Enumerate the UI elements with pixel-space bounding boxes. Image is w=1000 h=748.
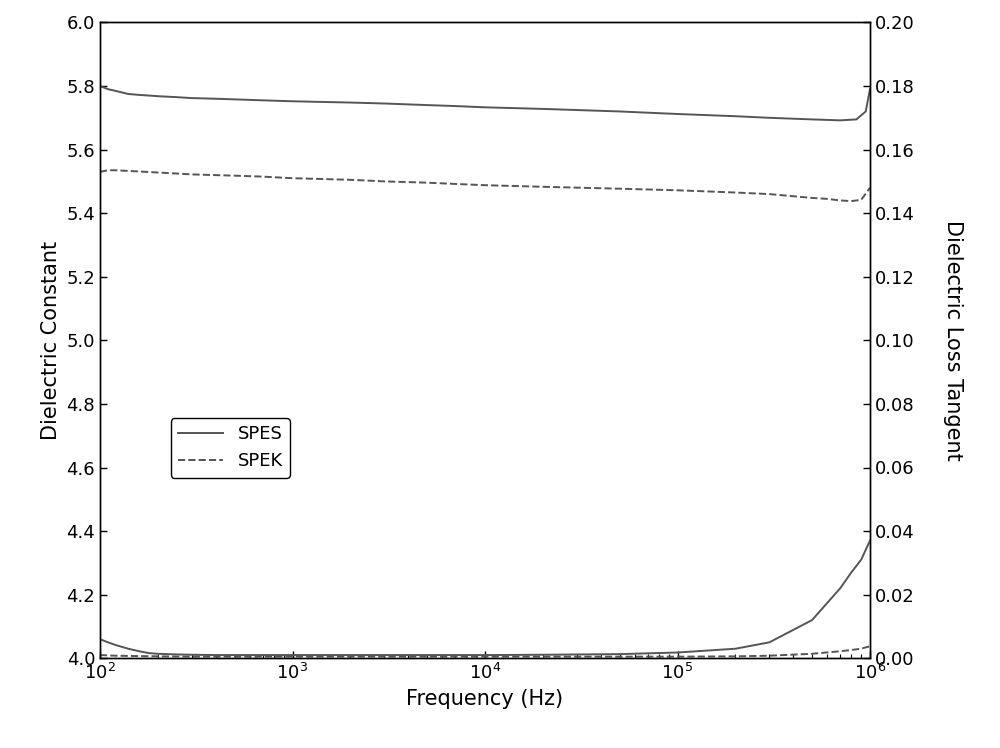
SPEK (152, 168, 164, 177)
SPEK (344, 175, 356, 184)
SPEK (834, 196, 846, 205)
SPEK (449, 180, 461, 188)
SPES (344, 98, 356, 107)
SPES (133, 91, 145, 99)
SPEK (806, 194, 818, 203)
SPEK (102, 166, 114, 175)
SPES (834, 116, 846, 125)
SPEK (286, 174, 298, 183)
SPES (449, 102, 461, 111)
SPEK (479, 181, 491, 190)
SPES (864, 85, 876, 94)
SPEK (855, 195, 867, 204)
SPES (122, 90, 134, 99)
SPES (421, 101, 433, 110)
SPES (729, 111, 741, 120)
SPEK (128, 167, 140, 176)
SPES (378, 99, 390, 108)
SPEK (109, 166, 121, 175)
SPES (210, 94, 222, 103)
SPES (171, 93, 183, 102)
SPES (152, 92, 164, 101)
SPEK (229, 171, 241, 180)
SPES (537, 105, 549, 114)
SPEK (614, 184, 626, 193)
SPES (109, 86, 121, 95)
SPEK (845, 197, 857, 206)
Y-axis label: Dielectric Loss Tangent: Dielectric Loss Tangent (943, 220, 963, 461)
SPES (257, 96, 269, 105)
SPEK (537, 183, 549, 191)
SPEK (763, 190, 775, 199)
SPES (94, 82, 106, 91)
SPES (850, 115, 862, 124)
SPEK (864, 183, 876, 192)
SPEK (821, 194, 833, 203)
SPES (763, 113, 775, 122)
Y-axis label: Dielectric Constant: Dielectric Constant (41, 241, 61, 440)
SPEK (672, 186, 684, 194)
SPEK (378, 177, 390, 186)
Line: SPES: SPES (100, 86, 870, 120)
Legend: SPES, SPEK: SPES, SPEK (171, 418, 290, 477)
Line: SPEK: SPEK (100, 171, 870, 201)
SPES (286, 96, 298, 105)
SPEK (186, 170, 198, 179)
SPES (479, 102, 491, 111)
SPEK (257, 172, 269, 181)
SPES (614, 107, 626, 116)
SPES (143, 91, 155, 100)
SPEK (729, 188, 741, 197)
SPES (186, 94, 198, 102)
SPES (102, 85, 114, 94)
X-axis label: Frequency (Hz): Frequency (Hz) (406, 689, 564, 709)
SPEK (94, 168, 106, 177)
SPES (672, 109, 684, 118)
SPEK (421, 178, 433, 187)
SPES (860, 107, 872, 116)
SPES (806, 115, 818, 124)
SPES (229, 95, 241, 104)
